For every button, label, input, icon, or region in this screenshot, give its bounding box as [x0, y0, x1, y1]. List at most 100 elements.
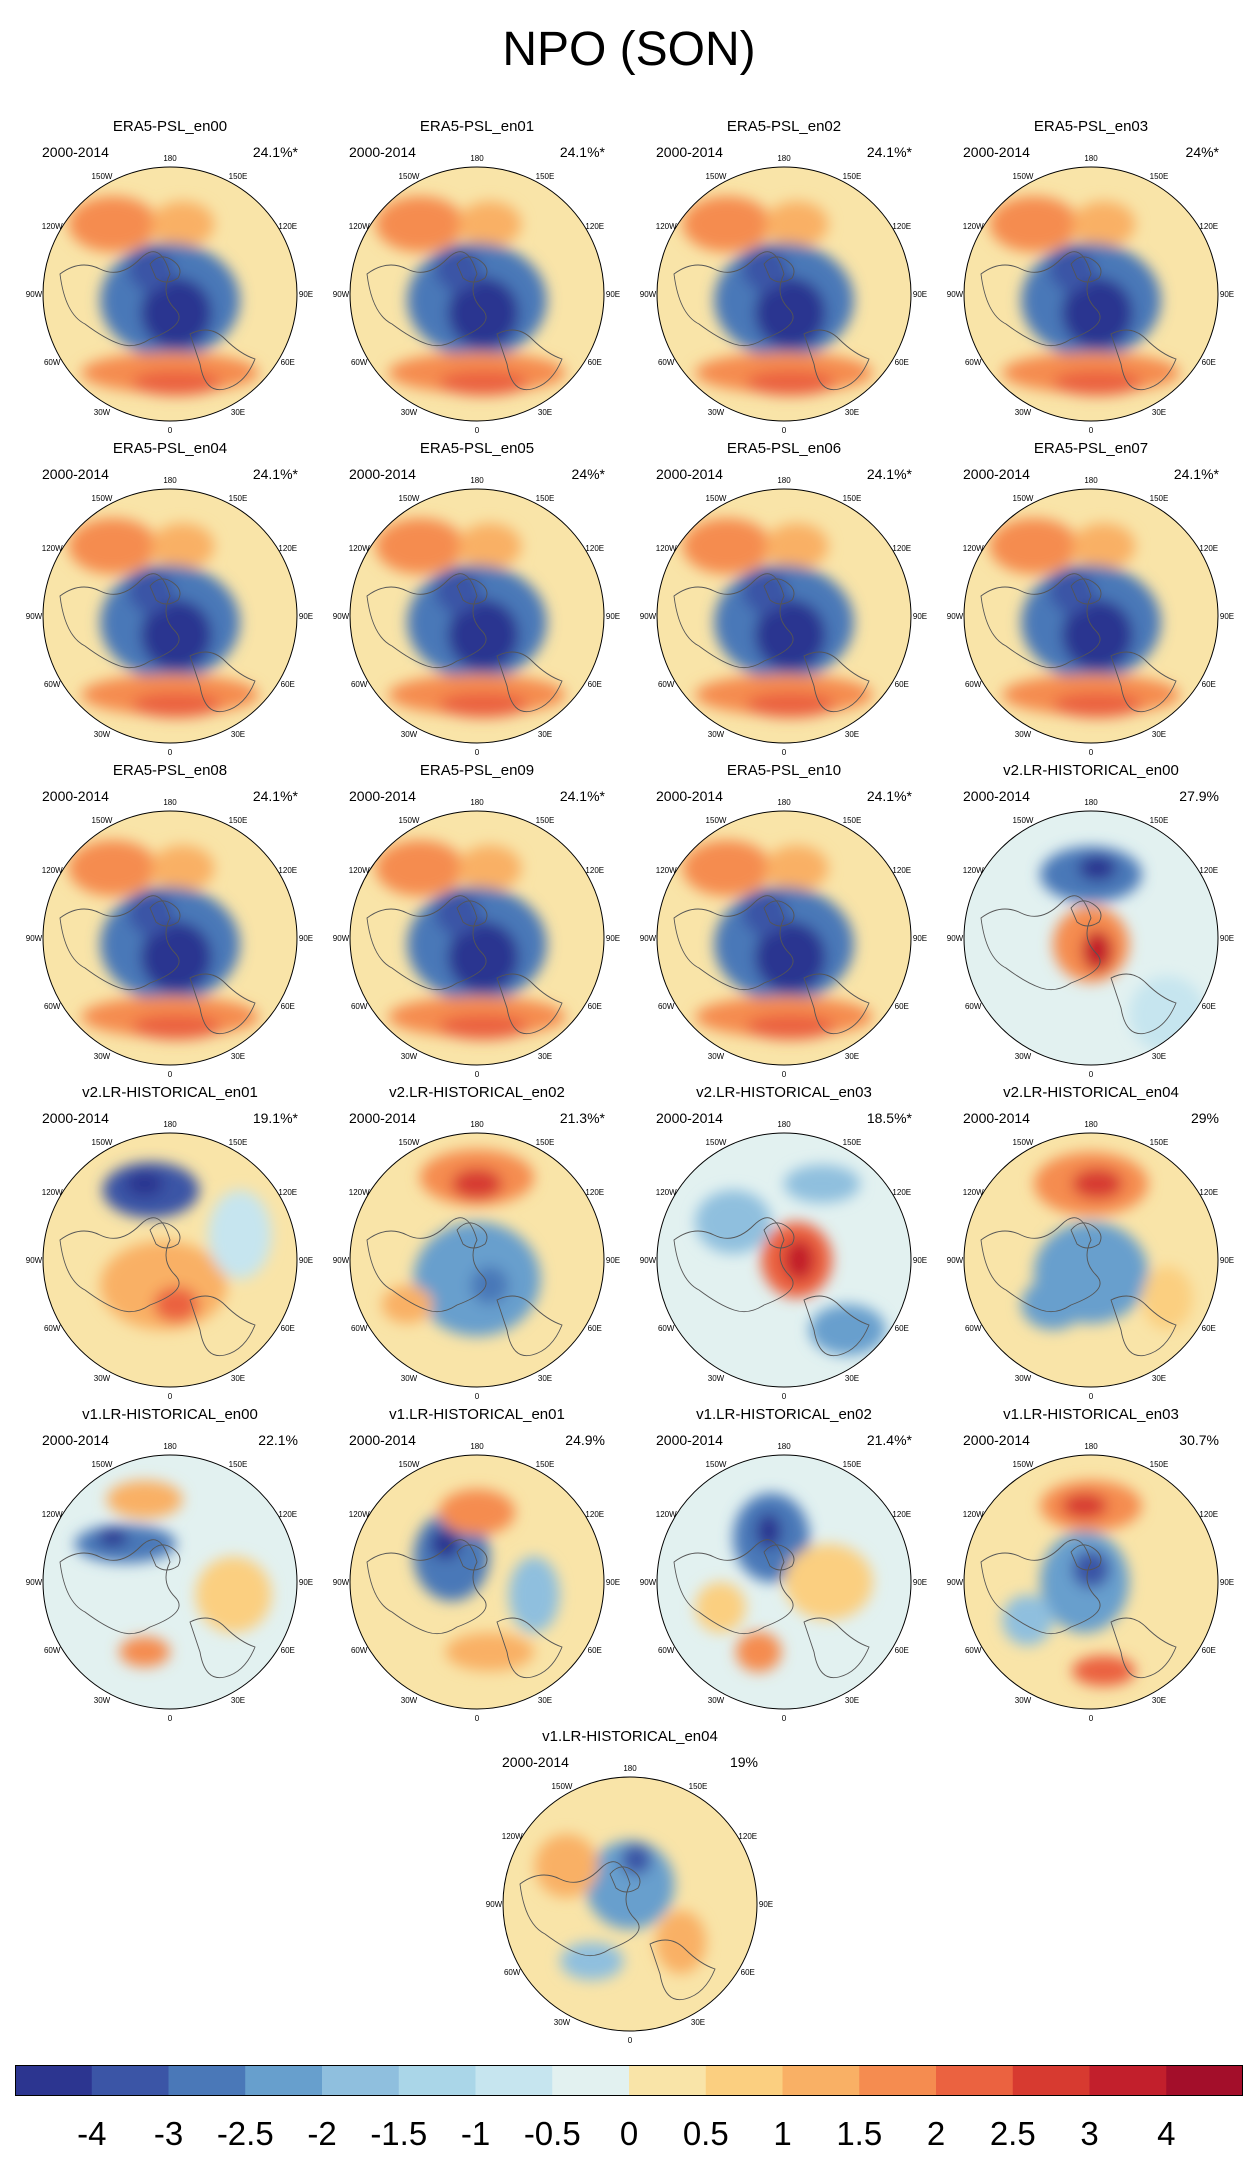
longitude-label: 180 [470, 476, 484, 485]
map-border [963, 488, 1219, 744]
negative-anomaly-contour [695, 1190, 772, 1254]
colorbar-tick-label: 1.5 [836, 2115, 882, 2152]
longitude-label: 180 [1084, 1442, 1098, 1451]
coastline [980, 1217, 1177, 1357]
negative-anomaly-contour [1061, 599, 1133, 671]
longitude-label: 60W [965, 1002, 982, 1011]
panel-title: ERA5-PSL_en04 [112, 440, 228, 457]
coastline [366, 573, 563, 713]
longitude-label: 60W [658, 1002, 675, 1011]
longitude-label: 120W [42, 544, 63, 553]
longitude-label: 150E [1150, 494, 1169, 503]
map-border [963, 166, 1219, 422]
longitude-label: 150W [92, 494, 113, 503]
panel-period: 2000-2014 [42, 466, 109, 482]
longitude-label: 180 [163, 1120, 177, 1129]
longitude-label: 150W [399, 1460, 420, 1469]
positive-anomaly-contour [457, 845, 522, 892]
positive-anomaly-contour [150, 523, 215, 570]
longitude-label: 90W [333, 290, 350, 299]
colorbar-swatch [705, 2065, 783, 2095]
map-border [349, 488, 605, 744]
positive-anomaly-contour [438, 1014, 528, 1040]
map-border [349, 810, 605, 1066]
longitude-label: 60E [281, 1324, 295, 1333]
map-panel: ERA5-PSL_en00 2000-2014 24.1%* 180 150E 120E 9… [20, 118, 320, 438]
panel-variance: 21.4%* [866, 1432, 912, 1448]
positive-anomaly-contour [745, 370, 835, 396]
longitude-label: 150W [552, 1782, 573, 1791]
longitude-label: 30E [231, 408, 245, 417]
longitude-label: 60E [1202, 1002, 1216, 1011]
colorbar-tick-label: -2 [307, 2115, 336, 2152]
panel-title: v1.LR-HISTORICAL_en02 [696, 1406, 872, 1423]
polar-map: 180 150E 120E 90E 60E 30E 0 30W 60W 90W 120W 150W [947, 476, 1234, 757]
panel-title: v2.LR-HISTORICAL_en03 [696, 1084, 872, 1101]
map-panel: v1.LR-HISTORICAL_en04 2000-2014 19% 180 150E… [480, 1728, 780, 2048]
longitude-label: 60E [1202, 1324, 1216, 1333]
negative-anomaly-contour [742, 245, 788, 292]
longitude-label: 30W [401, 408, 418, 417]
positive-anomaly-contour [745, 1014, 835, 1040]
positive-anomaly-contour [655, 1910, 707, 1974]
longitude-label: 150E [1150, 172, 1169, 181]
coastline [980, 251, 1177, 391]
longitude-label: 30W [708, 1696, 725, 1705]
panel-variance: 19.1%* [252, 1110, 298, 1126]
colorbar-swatch [91, 2065, 169, 2095]
longitude-label: 90W [640, 290, 657, 299]
longitude-label: 30E [538, 408, 552, 417]
longitude-label: 120W [42, 1510, 63, 1519]
longitude-label: 90W [640, 612, 657, 621]
negative-anomaly-contour [128, 567, 174, 614]
panel-variance: 24.1%* [866, 144, 912, 160]
panel-variance: 24.1%* [866, 788, 912, 804]
longitude-label: 150E [536, 1138, 555, 1147]
longitude-label: 150W [399, 816, 420, 825]
panel-title: ERA5-PSL_en07 [1033, 440, 1149, 457]
negative-anomaly-contour [128, 245, 174, 292]
longitude-label: 120E [1199, 1510, 1218, 1519]
longitude-label: 60W [504, 1968, 521, 1977]
polar-map: 180 150E 120E 90E 60E 30E 0 30W 60W 90W 120W 150W [486, 1764, 773, 2045]
longitude-label: 120E [278, 866, 297, 875]
longitude-label: 30W [401, 730, 418, 739]
panel-period: 2000-2014 [963, 1432, 1030, 1448]
longitude-label: 60W [44, 1324, 61, 1333]
positive-anomaly-contour [764, 845, 829, 892]
polar-map: 180 150E 120E 90E 60E 30E 0 30W 60W 90W 120W 150W [640, 798, 927, 1079]
longitude-label: 30W [554, 2018, 571, 2027]
panel-period: 2000-2014 [42, 788, 109, 804]
negative-anomaly-contour [756, 1513, 782, 1549]
coastline [673, 1217, 870, 1357]
map-border [42, 488, 298, 744]
map-border [963, 810, 1219, 1066]
longitude-label: 90W [640, 1256, 657, 1265]
longitude-label: 30E [845, 730, 859, 739]
map-panel: ERA5-PSL_en01 2000-2014 24.1%* 180 150E 120E 9… [327, 118, 627, 438]
longitude-label: 60E [281, 1646, 295, 1655]
longitude-label: 0 [1089, 1714, 1094, 1723]
longitude-label: 150E [1150, 1460, 1169, 1469]
longitude-label: 120W [349, 866, 370, 875]
panel-period: 2000-2014 [502, 1754, 569, 1770]
longitude-label: 90W [26, 1578, 43, 1587]
panel-variance: 22.1% [258, 1432, 298, 1448]
longitude-label: 60E [895, 1324, 909, 1333]
longitude-label: 120W [42, 222, 63, 231]
positive-anomaly-contour [381, 1285, 433, 1324]
longitude-label: 150W [706, 816, 727, 825]
longitude-label: 180 [777, 1120, 791, 1129]
longitude-label: 180 [1084, 476, 1098, 485]
panel-title: ERA5-PSL_en10 [726, 762, 842, 779]
negative-anomaly-contour [742, 567, 788, 614]
map-panel: v2.LR-HISTORICAL_en02 2000-2014 21.3%* 180 1… [327, 1084, 627, 1404]
panel-title: v2.LR-HISTORICAL_en02 [389, 1084, 565, 1101]
panel-variance: 24.1%* [252, 466, 298, 482]
longitude-label: 60W [351, 1002, 368, 1011]
longitude-label: 180 [777, 798, 791, 807]
positive-anomaly-contour [153, 1286, 200, 1323]
positive-anomaly-contour [1061, 1493, 1108, 1519]
positive-anomaly-contour [131, 692, 221, 718]
longitude-label: 30E [538, 1696, 552, 1705]
